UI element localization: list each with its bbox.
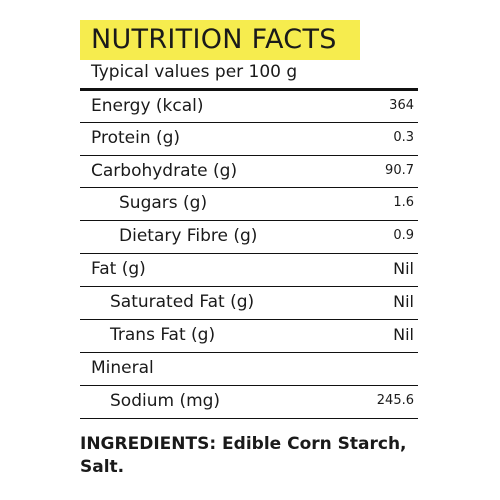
- divider: [80, 286, 418, 287]
- panel-subtitle: Typical values per 100 g: [91, 62, 298, 82]
- divider: [80, 253, 418, 254]
- nutrient-value: 90.7: [385, 163, 414, 178]
- divider: [80, 385, 418, 386]
- nutrient-label: Energy (kcal): [91, 96, 204, 116]
- nutrient-value: 245.6: [376, 393, 414, 408]
- divider: [80, 155, 418, 156]
- nutrient-label: Carbohydrate (g): [91, 161, 238, 181]
- nutrient-value: 0.3: [393, 130, 414, 145]
- divider: [80, 319, 418, 320]
- divider-thick: [80, 88, 418, 91]
- nutrient-label: Protein (g): [91, 128, 181, 148]
- panel-title: NUTRITION FACTS: [91, 24, 337, 55]
- divider: [80, 220, 418, 221]
- nutrient-value: Nil: [393, 325, 414, 344]
- nutrient-label: Sodium (mg): [110, 391, 221, 411]
- divider: [80, 352, 418, 353]
- nutrient-label: Saturated Fat (g): [110, 292, 255, 312]
- nutrient-value: 0.9: [393, 228, 414, 243]
- divider: [80, 418, 418, 419]
- nutrient-label: Mineral: [91, 358, 154, 378]
- nutrient-value: Nil: [393, 259, 414, 278]
- nutrient-value: 1.6: [393, 195, 414, 210]
- nutrient-label: Sugars (g): [119, 193, 208, 213]
- nutrient-label: Dietary Fibre (g): [119, 226, 258, 246]
- nutrient-label: Fat (g): [91, 259, 146, 279]
- ingredients-text: INGREDIENTS: Edible Corn Starch, Salt.: [80, 434, 407, 477]
- nutrient-value: 364: [389, 98, 414, 113]
- nutrient-label: Trans Fat (g): [110, 325, 216, 345]
- divider: [80, 122, 418, 123]
- title-highlight: [80, 20, 360, 60]
- nutrient-value: Nil: [393, 292, 414, 311]
- divider: [80, 187, 418, 188]
